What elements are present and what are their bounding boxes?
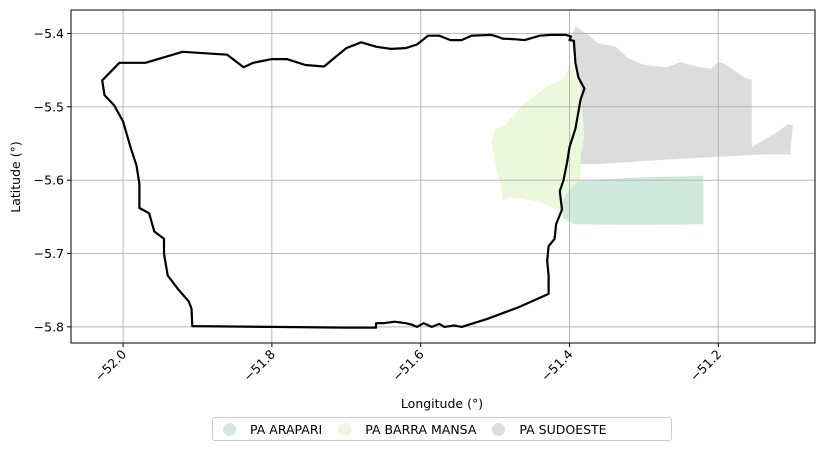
map-layers [491,26,793,225]
legend-entry-pa-barra-mansa: PA BARRA MANSA [338,422,476,437]
y-tick-label: −5.4 [34,26,64,41]
legend: PA ARAPARI PA BARRA MANSA PA SUDOESTE [212,417,672,441]
y-tick-label: −5.6 [34,173,64,188]
legend-entry-pa-arapari: PA ARAPARI [223,422,322,437]
y-axis-label: Latitude (°) [8,141,23,212]
legend-label: PA SUDOESTE [519,421,607,437]
y-tick-label: −5.5 [34,99,64,114]
x-tick-label: −51.2 [687,347,725,385]
x-axis-label: Longitude (°) [401,396,483,411]
legend-entry-pa-sudoeste: PA SUDOESTE [492,421,607,437]
legend-label: PA ARAPARI [250,421,323,437]
x-tick-label: −51.8 [240,346,278,384]
polygon-pa-barra-mansa [491,62,585,211]
y-axis-ticks: −5.4 −5.5 −5.6 −5.7 −5.8 [34,26,71,334]
x-tick-label: −51.6 [389,346,427,384]
legend-marker [338,422,352,436]
y-tick-label: −5.7 [34,246,64,261]
study-area-outline [101,33,586,329]
legend-marker [223,422,236,436]
x-axis-ticks: −52.0 −51.8 −51.6 −51.4 −51.2 [92,343,725,385]
x-tick-label: −52.0 [92,346,130,384]
legend-label: PA BARRA MANSA [365,421,477,437]
polygon-pa-sudoeste [571,26,793,164]
x-tick-label: −51.4 [538,346,576,384]
axes-frame [70,9,816,344]
legend-marker [492,422,506,436]
polygon-pa-arapari [560,175,704,225]
y-tick-label: −5.8 [34,319,64,334]
grid [71,10,815,343]
